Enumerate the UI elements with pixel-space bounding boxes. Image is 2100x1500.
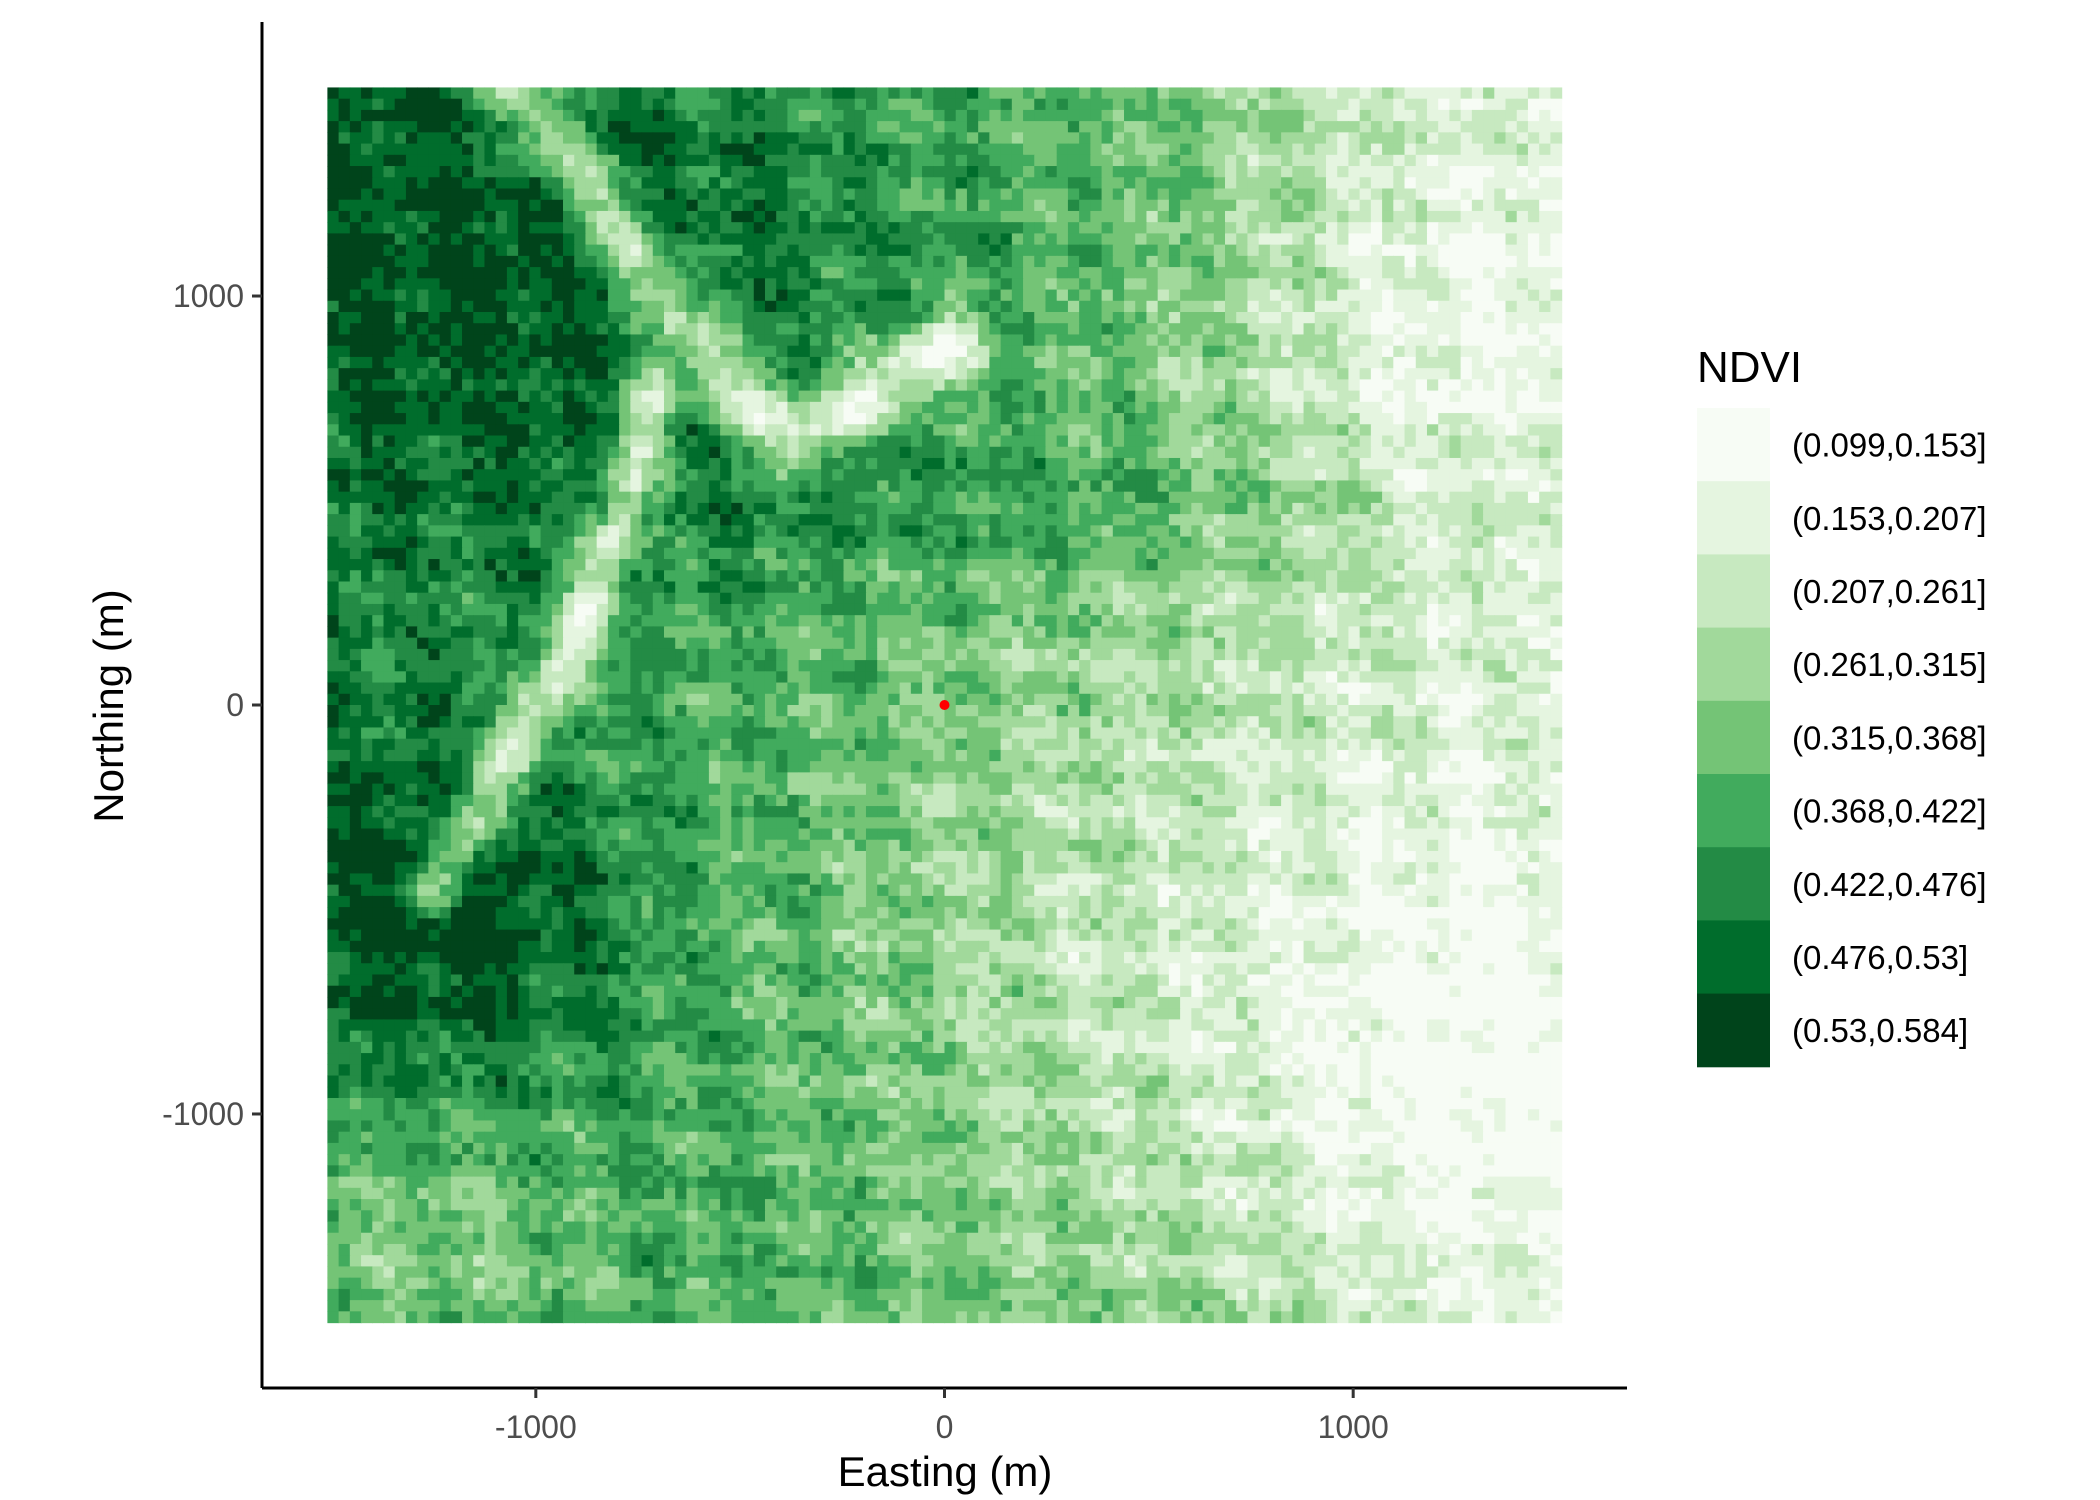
y-axis-title: Northing (m) [85, 589, 132, 822]
legend-label: (0.422,0.476] [1792, 866, 1987, 903]
legend-key [1697, 774, 1770, 848]
legend-key [1697, 627, 1770, 702]
legend: (0.099,0.153] (0.153,0.207] (0.207,0.261] (… [1697, 408, 1987, 1068]
y-tick-label: 1000 [173, 278, 244, 314]
y-tick-label: 0 [226, 687, 244, 723]
legend-label: (0.153,0.207] [1792, 500, 1987, 537]
axes: -1000 0 1000 1000 0 -1000 [162, 22, 1627, 1445]
legend-label: (0.315,0.368] [1792, 719, 1987, 756]
legend-label: (0.476,0.53] [1792, 939, 1968, 976]
center-point-layer [939, 700, 950, 710]
legend-label: (0.207,0.261] [1792, 573, 1987, 610]
y-tick-label: -1000 [162, 1096, 244, 1132]
legend-label: (0.53,0.584] [1792, 1012, 1968, 1049]
legend-key [1697, 993, 1770, 1068]
legend-label: (0.368,0.422] [1792, 793, 1987, 830]
x-tick-label: 0 [936, 1409, 954, 1445]
legend-key [1697, 554, 1770, 629]
legend-label: (0.261,0.315] [1792, 646, 1987, 683]
legend-key [1697, 700, 1770, 775]
legend-key [1697, 408, 1770, 482]
x-tick-label: 1000 [1318, 1409, 1389, 1445]
legend-key [1697, 481, 1770, 555]
x-tick-label: -1000 [495, 1409, 577, 1445]
legend-key [1697, 847, 1770, 921]
x-axis-title: Easting (m) [838, 1448, 1053, 1495]
legend-label: (0.099,0.153] [1792, 427, 1987, 464]
legend-key [1697, 920, 1770, 995]
ndvi-raster [327, 87, 1563, 1324]
legend-title: NDVI [1697, 343, 1802, 392]
center-point [939, 700, 950, 710]
